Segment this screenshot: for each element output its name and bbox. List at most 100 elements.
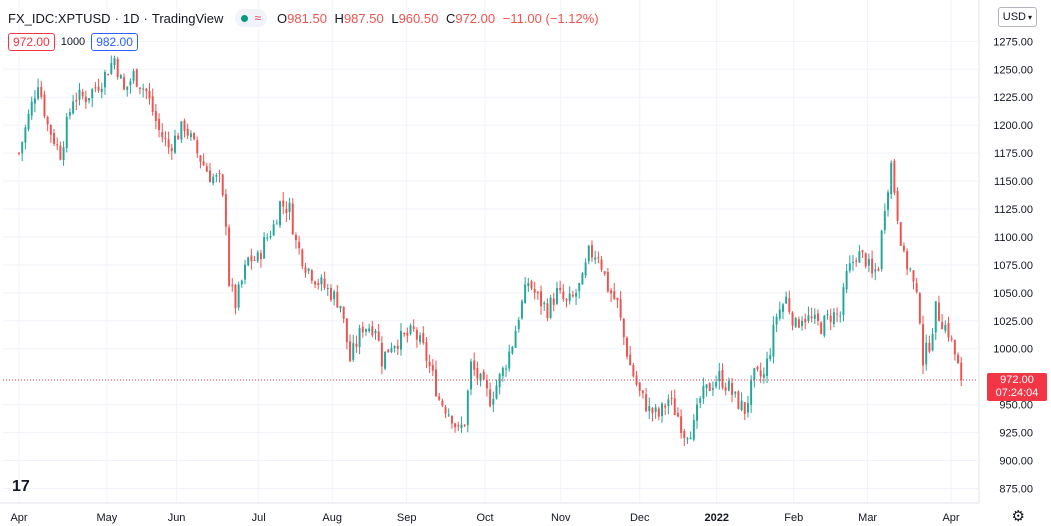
candle-body	[511, 346, 514, 354]
candle-body	[170, 148, 173, 152]
candle-body	[575, 293, 578, 297]
candle-body	[489, 389, 492, 407]
currency-label: USD	[1002, 11, 1026, 23]
candle-body	[957, 354, 960, 364]
change-value: −11.00 (−1.12%)	[502, 10, 599, 26]
candle-body	[228, 227, 231, 286]
candle-body	[753, 368, 756, 380]
candle-body	[250, 255, 253, 262]
candle-body	[683, 430, 686, 439]
candle-body	[816, 313, 819, 321]
currency-button[interactable]: USD ▾	[997, 7, 1037, 27]
sell-price-button[interactable]: 972.00	[8, 33, 55, 51]
tradingview-logo-icon[interactable]: 17	[12, 478, 30, 495]
candle-body	[431, 365, 434, 371]
candle-body	[514, 331, 517, 348]
candle-body	[571, 294, 574, 297]
candle-body	[94, 87, 97, 89]
candle-body	[641, 390, 644, 394]
candle-body	[533, 288, 536, 293]
candle-body	[645, 394, 648, 412]
candle-body	[406, 332, 409, 336]
candle-body	[43, 94, 46, 117]
x-tick-label: Oct	[476, 512, 493, 524]
candle-body	[858, 251, 861, 263]
candle-body	[345, 318, 348, 343]
candle-body	[27, 113, 30, 130]
candle-body	[597, 257, 600, 259]
candle-body	[282, 200, 285, 207]
candle-body	[852, 261, 854, 263]
candle-body	[842, 287, 845, 315]
candle-body	[428, 361, 431, 367]
candle-body	[444, 407, 447, 414]
candle-body	[237, 284, 240, 308]
candle-body	[323, 278, 326, 288]
last-price-tag: 972.00 07:24:04	[987, 373, 1047, 402]
candle-body	[399, 330, 402, 350]
candle-body	[670, 397, 673, 399]
candle-body	[476, 368, 479, 379]
candle-body	[667, 399, 670, 406]
candle-body	[358, 328, 361, 348]
candle-body	[126, 86, 129, 90]
candle-body	[485, 380, 488, 389]
candle-body	[151, 96, 154, 112]
candle-body	[699, 398, 702, 403]
candle-body	[622, 318, 625, 338]
candle-body	[788, 298, 791, 312]
x-tick-label: Jul	[252, 512, 266, 524]
candle-body	[689, 437, 692, 440]
candle-body	[148, 91, 151, 99]
candle-body	[893, 160, 896, 193]
candle-body	[113, 58, 116, 66]
candle-body	[673, 398, 676, 416]
candle-body	[336, 291, 339, 308]
candle-body	[772, 324, 775, 357]
candle-body	[899, 222, 902, 246]
candle-body	[110, 63, 113, 74]
candle-body	[202, 161, 205, 166]
candle-body	[928, 342, 931, 352]
candle-body	[396, 345, 399, 349]
candle-body	[298, 241, 301, 249]
candle-body	[520, 301, 523, 319]
candle-body	[568, 293, 571, 301]
candle-body	[708, 383, 711, 391]
candle-body	[950, 338, 953, 340]
candle-body	[711, 388, 714, 390]
candle-body	[164, 137, 167, 140]
candle-body	[342, 306, 345, 319]
candle-body	[686, 438, 689, 440]
candle-body	[883, 211, 886, 231]
buy-price-button[interactable]: 982.00	[91, 33, 138, 51]
candle-body	[632, 365, 635, 377]
bar-countdown: 07:24:04	[995, 387, 1039, 400]
candle-body	[419, 335, 422, 342]
interval-label[interactable]: 1D	[122, 10, 140, 26]
gear-icon[interactable]: ⚙	[1011, 508, 1025, 525]
candle-body	[384, 351, 387, 369]
candle-body	[661, 403, 663, 417]
candle-body	[435, 369, 437, 397]
symbol-name[interactable]: FX_IDC:XPTUSD	[8, 10, 111, 26]
candle-body	[326, 288, 329, 290]
candle-body	[702, 386, 705, 399]
market-status-pill[interactable]: ≈	[235, 9, 268, 27]
y-tick-label: 1250.00	[993, 64, 1033, 76]
candle-body	[409, 325, 412, 334]
candle-body	[56, 144, 59, 146]
candle-body	[339, 305, 342, 309]
close-key: C	[445, 10, 456, 26]
candle-body	[676, 413, 679, 417]
candle-body	[154, 111, 157, 122]
candle-body	[317, 282, 320, 286]
x-tick-label: Jun	[168, 512, 186, 524]
candle-body	[909, 268, 912, 270]
candle-body	[626, 337, 628, 357]
candle-body	[584, 262, 587, 276]
close-value: 972.00	[455, 10, 496, 26]
candle-body	[158, 118, 161, 130]
candle-body	[960, 362, 963, 381]
